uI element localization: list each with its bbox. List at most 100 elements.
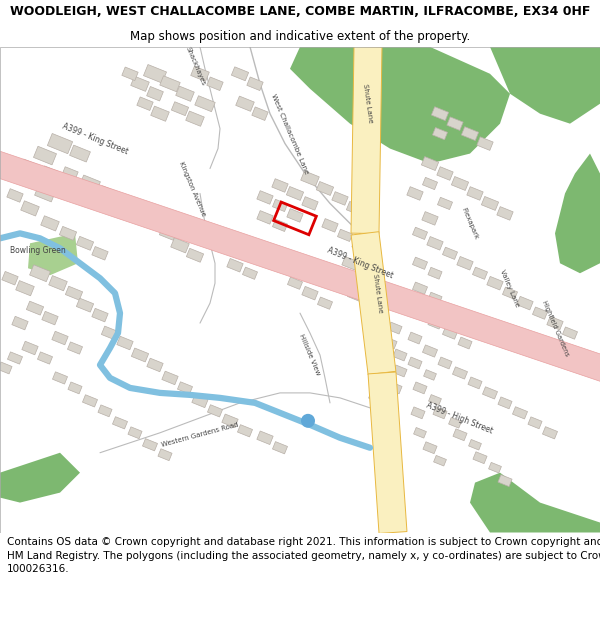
Bar	[29, 265, 50, 282]
Polygon shape	[555, 154, 600, 273]
Bar	[49, 276, 67, 291]
Bar	[12, 316, 28, 330]
Bar	[302, 197, 318, 210]
Bar	[99, 186, 117, 201]
Bar	[358, 267, 373, 279]
Bar	[22, 341, 38, 355]
Bar	[458, 337, 472, 349]
Bar	[379, 342, 391, 352]
Bar	[146, 86, 163, 101]
Bar	[59, 226, 77, 240]
Bar	[352, 239, 368, 252]
Bar	[37, 352, 53, 364]
Bar	[498, 397, 512, 409]
Text: Shackhayes: Shackhayes	[184, 46, 206, 86]
Bar	[373, 312, 388, 324]
Bar	[191, 66, 209, 81]
Bar	[242, 267, 257, 279]
Bar	[347, 289, 362, 301]
Bar	[178, 382, 193, 394]
Polygon shape	[351, 232, 396, 374]
Bar	[192, 394, 208, 408]
Text: Shute Lane: Shute Lane	[362, 84, 374, 124]
Bar	[481, 196, 499, 211]
Circle shape	[301, 414, 315, 428]
Bar	[383, 337, 397, 349]
Bar	[468, 377, 482, 389]
Bar	[383, 397, 397, 409]
Bar	[272, 179, 288, 192]
Bar	[26, 301, 44, 315]
Polygon shape	[351, 47, 382, 234]
Text: Shute Lane: Shute Lane	[372, 273, 384, 313]
Bar	[41, 166, 59, 181]
Bar	[252, 107, 268, 121]
Bar	[428, 292, 442, 304]
Bar	[447, 117, 463, 131]
Bar	[128, 427, 142, 439]
Bar	[421, 157, 439, 171]
Bar	[316, 181, 334, 196]
Bar	[411, 407, 425, 419]
Bar	[257, 211, 273, 224]
Bar	[453, 429, 467, 441]
Bar	[393, 349, 407, 361]
Bar	[337, 229, 353, 241]
Bar	[413, 428, 427, 438]
Bar	[70, 145, 91, 162]
Polygon shape	[490, 47, 600, 124]
Bar	[461, 127, 479, 141]
Bar	[442, 247, 458, 259]
Bar	[62, 167, 78, 180]
Bar	[76, 236, 94, 250]
Bar	[368, 392, 382, 402]
Text: Hillside View: Hillside View	[299, 333, 322, 377]
Bar	[542, 427, 557, 439]
Bar	[408, 332, 422, 344]
Bar	[449, 418, 461, 428]
Bar	[67, 342, 83, 354]
Bar	[131, 348, 149, 362]
Bar	[232, 67, 248, 81]
Bar	[287, 209, 303, 222]
Bar	[160, 226, 176, 240]
Bar	[272, 219, 287, 231]
Text: A399 - High Street: A399 - High Street	[425, 401, 494, 435]
Bar	[131, 76, 149, 91]
Bar	[286, 186, 304, 201]
Bar	[423, 442, 437, 454]
Bar	[92, 308, 108, 322]
Text: Kingston Avenue: Kingston Avenue	[178, 160, 206, 217]
Text: WOODLEIGH, WEST CHALLACOMBE LANE, COMBE MARTIN, ILFRACOMBE, EX34 0HF: WOODLEIGH, WEST CHALLACOMBE LANE, COMBE …	[10, 5, 590, 18]
Polygon shape	[0, 452, 80, 503]
Bar	[47, 134, 73, 154]
Bar	[257, 191, 273, 204]
Bar	[272, 442, 287, 454]
Bar	[408, 357, 422, 369]
Bar	[143, 64, 167, 83]
Bar	[2, 271, 18, 285]
Bar	[42, 311, 58, 325]
Text: Bowling Green: Bowling Green	[10, 246, 66, 255]
Bar	[424, 369, 436, 380]
Bar	[487, 276, 503, 290]
Bar	[388, 322, 402, 334]
Bar	[467, 187, 483, 200]
Bar	[227, 259, 243, 272]
Bar	[160, 76, 180, 92]
Bar	[65, 286, 83, 300]
Bar	[172, 102, 188, 116]
Bar	[21, 201, 39, 216]
Bar	[162, 371, 178, 385]
Bar	[422, 212, 438, 225]
Text: Flexapark: Flexapark	[461, 206, 479, 240]
Bar	[374, 376, 386, 386]
Bar	[115, 196, 135, 211]
Bar	[20, 159, 40, 176]
Bar	[176, 86, 194, 101]
Bar	[342, 256, 358, 270]
Bar	[427, 236, 443, 250]
Bar	[317, 297, 332, 309]
Bar	[52, 331, 68, 345]
Bar	[151, 106, 169, 121]
